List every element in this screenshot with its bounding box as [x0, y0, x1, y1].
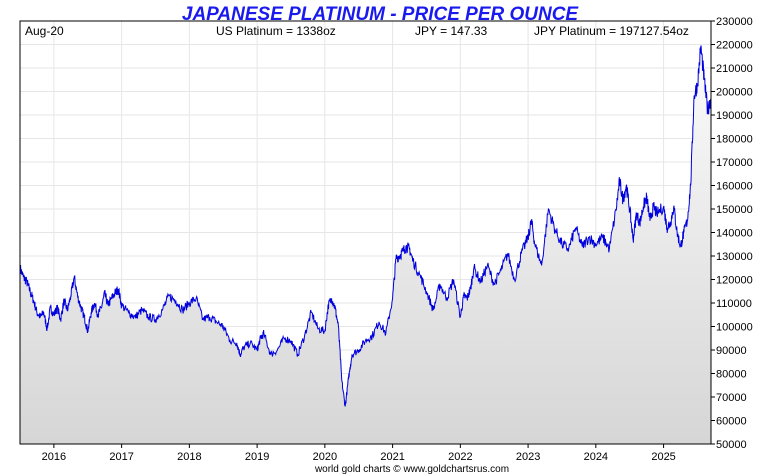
x-axis: 2016 2017 2018 2019 2020 2021 2022 2023 2024 2025: [42, 444, 676, 463]
chart-title: JAPANESE PLATINUM - PRICE PER OUNCE: [182, 4, 580, 25]
y-tick-label: 170000: [716, 157, 753, 169]
y-tick-label: 80000: [716, 369, 747, 381]
y-tick-label: 90000: [716, 345, 747, 357]
header-date: Aug-20: [25, 24, 64, 38]
y-tick-label: 130000: [716, 251, 753, 263]
y-axis: 50000 60000 70000 80000 90000 100000 110000 120…: [711, 16, 753, 451]
x-tick-label: 2016: [42, 451, 66, 463]
footer-credit: world gold charts © www.goldchartsrus.co…: [314, 464, 509, 475]
x-tick-label: 2021: [380, 451, 404, 463]
y-tick-label: 100000: [716, 322, 753, 334]
header-jpy-platinum: JPY Platinum = 197127.54oz: [534, 24, 689, 38]
y-tick-label: 200000: [716, 87, 753, 99]
x-tick-label: 2017: [109, 451, 133, 463]
y-tick-label: 210000: [716, 63, 753, 75]
x-tick-label: 2023: [516, 451, 540, 463]
y-tick-label: 180000: [716, 134, 753, 146]
y-tick-label: 230000: [716, 16, 753, 28]
y-tick-label: 110000: [716, 298, 752, 310]
y-tick-label: 70000: [716, 392, 747, 404]
x-tick-label: 2025: [651, 451, 675, 463]
price-area-fill: [20, 45, 711, 444]
y-tick-label: 60000: [716, 416, 747, 428]
y-tick-label: 140000: [716, 228, 753, 240]
y-tick-label: 120000: [716, 275, 753, 287]
price-series-line: [19, 45, 712, 407]
x-tick-label: 2024: [584, 451, 608, 463]
y-tick-label: 160000: [716, 181, 753, 193]
y-tick-label: 220000: [716, 40, 753, 52]
y-tick-label: 50000: [716, 439, 747, 451]
x-tick-label: 2020: [313, 451, 337, 463]
y-tick-label: 190000: [716, 110, 753, 122]
header-jpy-rate: JPY = 147.33: [415, 24, 487, 38]
x-tick-label: 2019: [245, 451, 269, 463]
x-tick-label: 2018: [177, 451, 201, 463]
header-us-platinum: US Platinum = 1338oz: [216, 24, 336, 38]
y-tick-label: 150000: [716, 204, 753, 216]
x-tick-label: 2022: [448, 451, 472, 463]
